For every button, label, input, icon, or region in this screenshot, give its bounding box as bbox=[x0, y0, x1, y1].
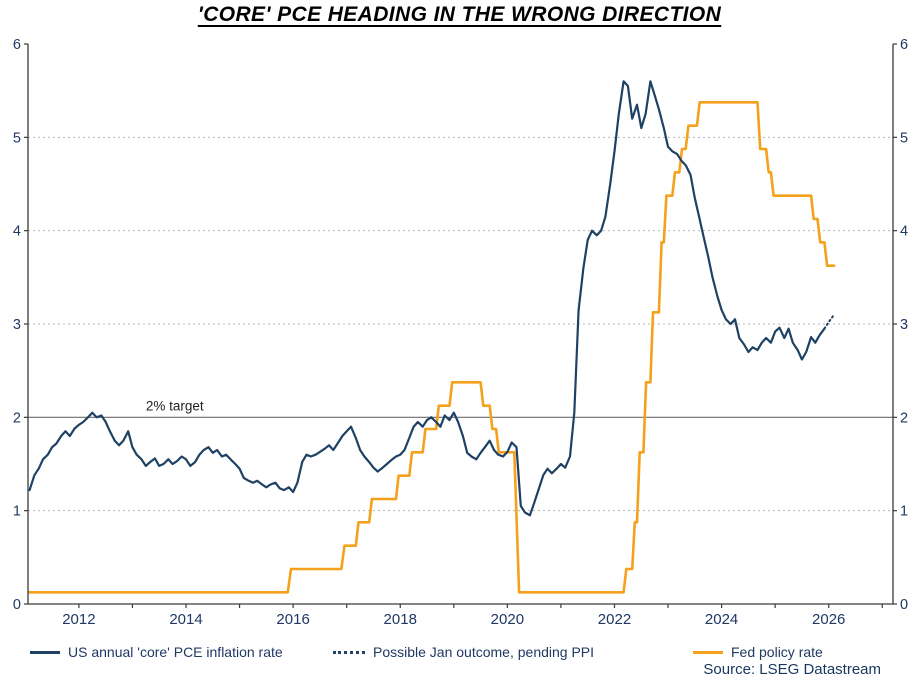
legend-label-fed: Fed policy rate bbox=[731, 644, 823, 660]
y-tick-label-right-4: 4 bbox=[900, 224, 908, 240]
x-tick-label-2022: 2022 bbox=[598, 611, 631, 628]
y-tick-label-left-4: 4 bbox=[13, 224, 21, 240]
x-tick-label-2026: 2026 bbox=[812, 611, 845, 628]
y-tick-label-left-6: 6 bbox=[13, 37, 21, 53]
jan-outcome-dotted-line bbox=[823, 313, 836, 330]
y-tick-label-right-3: 3 bbox=[900, 317, 908, 333]
legend-item-jan-outcome: Possible Jan outcome, pending PPI bbox=[333, 644, 594, 660]
legend-item-pce: US annual 'core' PCE inflation rate bbox=[30, 644, 283, 660]
y-tick-label-left-5: 5 bbox=[13, 130, 21, 146]
y-tick-label-right-1: 1 bbox=[900, 504, 908, 520]
fed-policy-rate-line bbox=[27, 101, 836, 594]
x-tick-label-2012: 2012 bbox=[62, 611, 95, 628]
x-tick-label-2024: 2024 bbox=[705, 611, 738, 628]
fed-line-swatch bbox=[693, 650, 723, 654]
target-annotation: 2% target bbox=[146, 398, 204, 413]
pce-inflation-line bbox=[28, 80, 826, 517]
y-tick-label-right-2: 2 bbox=[900, 410, 908, 426]
y-tick-label-left-2: 2 bbox=[13, 410, 21, 426]
x-tick-label-2018: 2018 bbox=[384, 611, 417, 628]
jan-outcome-line-swatch bbox=[333, 650, 365, 654]
y-tick-label-right-6: 6 bbox=[900, 37, 908, 53]
legend-label-jan-outcome: Possible Jan outcome, pending PPI bbox=[373, 644, 595, 660]
chart-title: 'CORE' PCE HEADING IN THE WRONG DIRECTIO… bbox=[197, 3, 722, 26]
source-credit: Source: LSEG Datastream bbox=[703, 661, 881, 678]
pce-line-swatch bbox=[30, 650, 60, 654]
legend-label-pce: US annual 'core' PCE inflation rate bbox=[68, 644, 283, 660]
y-tick-label-right-0: 0 bbox=[900, 597, 908, 613]
y-tick-label-right-5: 5 bbox=[900, 130, 908, 146]
legend: US annual 'core' PCE inflation rate Poss… bbox=[0, 644, 919, 664]
x-tick-label-2016: 2016 bbox=[276, 611, 309, 628]
x-tick-label-2014: 2014 bbox=[169, 611, 202, 628]
y-tick-label-left-3: 3 bbox=[13, 317, 21, 333]
y-tick-label-left-1: 1 bbox=[13, 504, 21, 520]
legend-item-fed: Fed policy rate bbox=[693, 644, 823, 660]
x-tick-label-2020: 2020 bbox=[491, 611, 524, 628]
y-tick-label-left-0: 0 bbox=[13, 597, 21, 613]
